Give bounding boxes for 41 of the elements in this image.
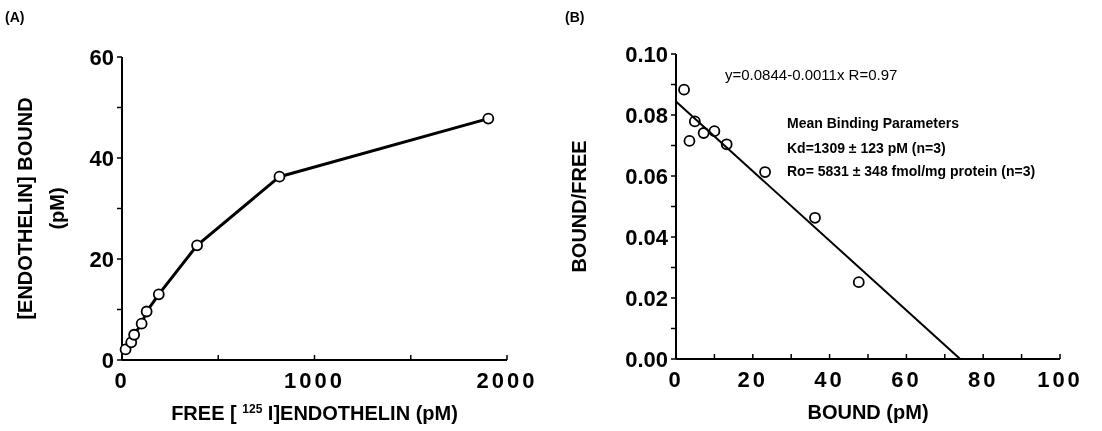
y-tick-label: 0.02 [625,286,668,311]
annotation: Ro= 5831 ± 348 fmol/mg protein (n=3) [787,163,1036,179]
point [482,112,495,125]
y-tick-label: 20 [89,247,114,272]
x-tick-label: 40 [814,367,845,392]
x-tick-label: 2000 [476,368,538,393]
y-tick-label: 0.08 [625,103,668,128]
chart-title: (B) [565,9,585,25]
point [152,288,165,301]
y-tick-label: 0.10 [625,42,668,67]
annotation: Mean Binding Parameters [787,115,960,131]
point [809,211,821,224]
y-tick-label: 40 [89,146,114,171]
y-tick-label: 0.00 [625,347,668,372]
chart-title: (A) [5,9,25,25]
y-axis-title: BOUND/FREE [568,140,590,273]
point [683,135,696,147]
x-tick-label: 0 [114,368,130,393]
x-tick-label: 80 [967,367,999,392]
point [191,239,203,252]
x-tick-label: 0 [668,367,684,392]
x-tick-label: 100 [1037,367,1083,392]
annotation: Kd=1309 ± 123 pM (n=3) [787,140,946,156]
y-tick-label: 60 [89,45,114,70]
point [140,305,153,318]
x-axis-title: FREE [ $^{125}$ I]ENDOTHELIN (pM) [171,402,458,424]
point [759,166,771,178]
x-tick-label: 60 [891,367,922,392]
annotation: y=0.0844-0.0011x R=0.97 [725,66,898,83]
point [135,317,148,330]
x-tick-label: 20 [737,367,769,392]
point [128,328,141,341]
point [273,170,286,183]
y-tick-label: 0 [101,348,114,373]
point [852,276,865,289]
y-tick-label: 0.04 [625,225,669,250]
x-tick-label: 1000 [284,368,345,393]
point [678,83,690,96]
y-axis-title: [ENDOTHELIN] BOUND (pM) [14,97,68,320]
y-tick-label: 0.06 [625,164,668,189]
x-axis-title: BOUND (pM) [807,401,929,423]
